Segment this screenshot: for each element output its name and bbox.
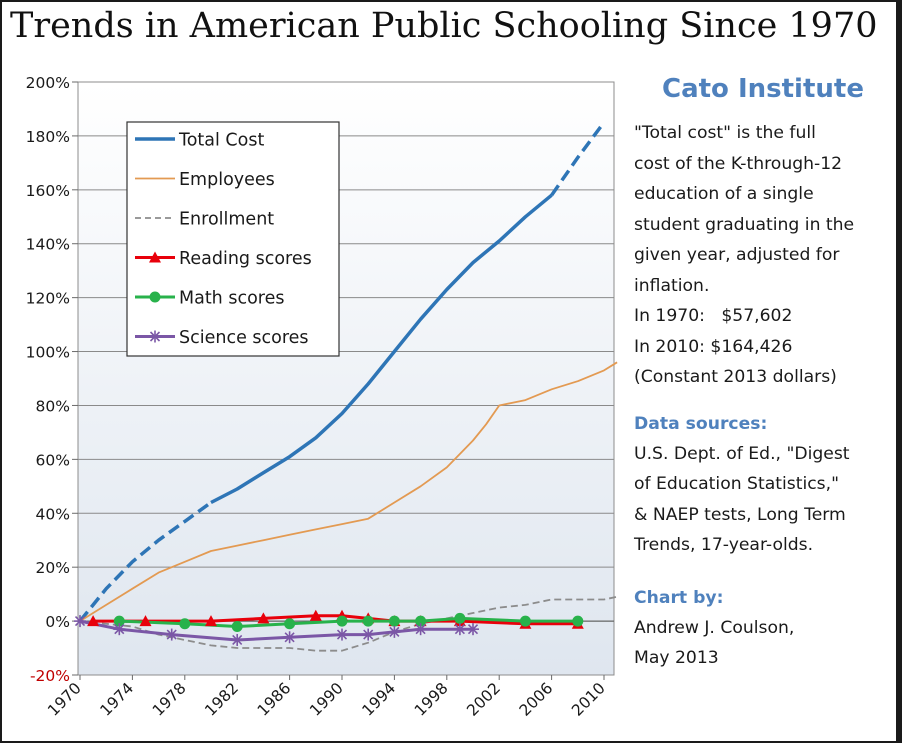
cost-2010: In 2010: $164,426 bbox=[634, 336, 793, 357]
x-tick-label: 1998 bbox=[411, 679, 452, 720]
sources-heading: Data sources: bbox=[634, 413, 768, 434]
y-tick-label: 0% bbox=[45, 613, 70, 631]
data-point-science bbox=[453, 623, 466, 636]
data-point-reading bbox=[87, 615, 100, 627]
sources-line: & NAEP tests, Long Term bbox=[634, 504, 846, 525]
y-tick-label: 200% bbox=[26, 74, 70, 92]
data-point-math bbox=[231, 620, 243, 632]
legend-marker-reading bbox=[149, 251, 161, 263]
data-point-math bbox=[336, 615, 348, 627]
x-tick-label: 2006 bbox=[516, 679, 557, 720]
x-tick-label: 1994 bbox=[359, 679, 400, 720]
y-tick-label: 100% bbox=[26, 344, 70, 362]
credit-line: May 2013 bbox=[634, 648, 719, 668]
series-markers bbox=[74, 609, 584, 646]
series-line-total-cost bbox=[78, 501, 213, 623]
data-point-science bbox=[467, 623, 479, 636]
data-point-math bbox=[415, 615, 427, 627]
data-point-reading bbox=[205, 615, 217, 627]
y-tick-label: 120% bbox=[26, 290, 70, 308]
legend-label: Science scores bbox=[179, 328, 309, 348]
plot-area bbox=[77, 81, 615, 676]
x-tick-label: 1990 bbox=[306, 679, 347, 720]
data-point-math bbox=[284, 618, 296, 630]
x-tick-label: 1978 bbox=[149, 679, 190, 720]
description-line: "Total cost" is the full bbox=[634, 123, 816, 143]
legend: Total Cost Employees Enrollment Reading sco… bbox=[126, 121, 340, 357]
y-tick-label: 140% bbox=[26, 236, 70, 254]
data-point-math bbox=[519, 615, 531, 627]
legend-label: Total Cost bbox=[178, 131, 264, 151]
legend-marker-science bbox=[149, 330, 161, 343]
chart-title: Trends in American Public Schooling Sinc… bbox=[10, 6, 878, 46]
y-tick-label: 160% bbox=[26, 182, 70, 200]
data-point-math bbox=[113, 615, 125, 627]
x-tick-label: 1970 bbox=[44, 679, 85, 720]
data-point-math bbox=[388, 615, 400, 627]
y-tick-label: 80% bbox=[36, 397, 70, 415]
description-line: inflation. bbox=[634, 275, 710, 296]
dollars-note: (Constant 2013 dollars) bbox=[634, 367, 837, 387]
x-tick-label: 2002 bbox=[463, 679, 504, 720]
data-point-math bbox=[454, 612, 466, 624]
data-point-science bbox=[283, 631, 296, 644]
y-tick-label: 20% bbox=[36, 559, 70, 577]
data-point-science bbox=[414, 623, 427, 636]
y-tick-label: 60% bbox=[36, 451, 70, 469]
sources-line: Trends, 17-year-olds. bbox=[634, 535, 814, 555]
data-point-math bbox=[179, 618, 191, 630]
description-line: cost of the K-through-12 bbox=[634, 153, 843, 174]
data-point-science bbox=[165, 628, 178, 641]
y-tick-label: -20% bbox=[30, 667, 70, 685]
data-point-science bbox=[74, 615, 86, 628]
description-line: given year, adjusted for bbox=[634, 245, 840, 265]
legend-label: Reading scores bbox=[179, 249, 312, 269]
legend-label: Math scores bbox=[179, 289, 284, 309]
x-tick-label: 2010 bbox=[568, 679, 609, 720]
legend-label: Enrollment bbox=[179, 210, 274, 230]
data-point-math bbox=[572, 615, 584, 627]
org-name: Cato Institute bbox=[662, 74, 864, 104]
description-line: student graduating in the bbox=[634, 214, 855, 235]
data-point-reading bbox=[309, 609, 322, 621]
x-tick-label: 1982 bbox=[201, 679, 242, 720]
data-point-science bbox=[388, 625, 401, 638]
data-point-math bbox=[362, 615, 374, 627]
series-line-reading bbox=[93, 614, 578, 626]
legend-box bbox=[126, 121, 340, 357]
cost-1970: In 1970: $57,602 bbox=[634, 306, 793, 326]
data-point-science bbox=[336, 628, 348, 641]
y-tick-label: 40% bbox=[36, 505, 70, 523]
series-line-total-cost bbox=[550, 121, 606, 197]
credit-line: Andrew J. Coulson, bbox=[634, 617, 795, 638]
y-tick-label: 180% bbox=[26, 128, 70, 146]
data-point-science bbox=[231, 633, 244, 646]
sources-line: U.S. Dept. of Ed., "Digest bbox=[634, 443, 850, 464]
data-point-reading bbox=[257, 612, 270, 624]
description-line: education of a single bbox=[634, 184, 814, 204]
x-tick-label: 1986 bbox=[254, 679, 295, 720]
data-point-science bbox=[113, 623, 126, 636]
series-line-total-cost bbox=[210, 193, 553, 505]
x-tick-label: 1974 bbox=[97, 679, 138, 720]
data-point-reading bbox=[139, 615, 152, 627]
credit-heading: Chart by: bbox=[634, 587, 724, 608]
sidebar-notes: Cato Institute "Total cost" is the full … bbox=[634, 70, 892, 674]
data-point-science bbox=[362, 628, 375, 641]
legend-label: Employees bbox=[179, 170, 275, 190]
legend-marker-math bbox=[149, 291, 161, 303]
series-line-employees bbox=[79, 361, 618, 622]
sources-line: of Education Statistics," bbox=[634, 474, 839, 494]
